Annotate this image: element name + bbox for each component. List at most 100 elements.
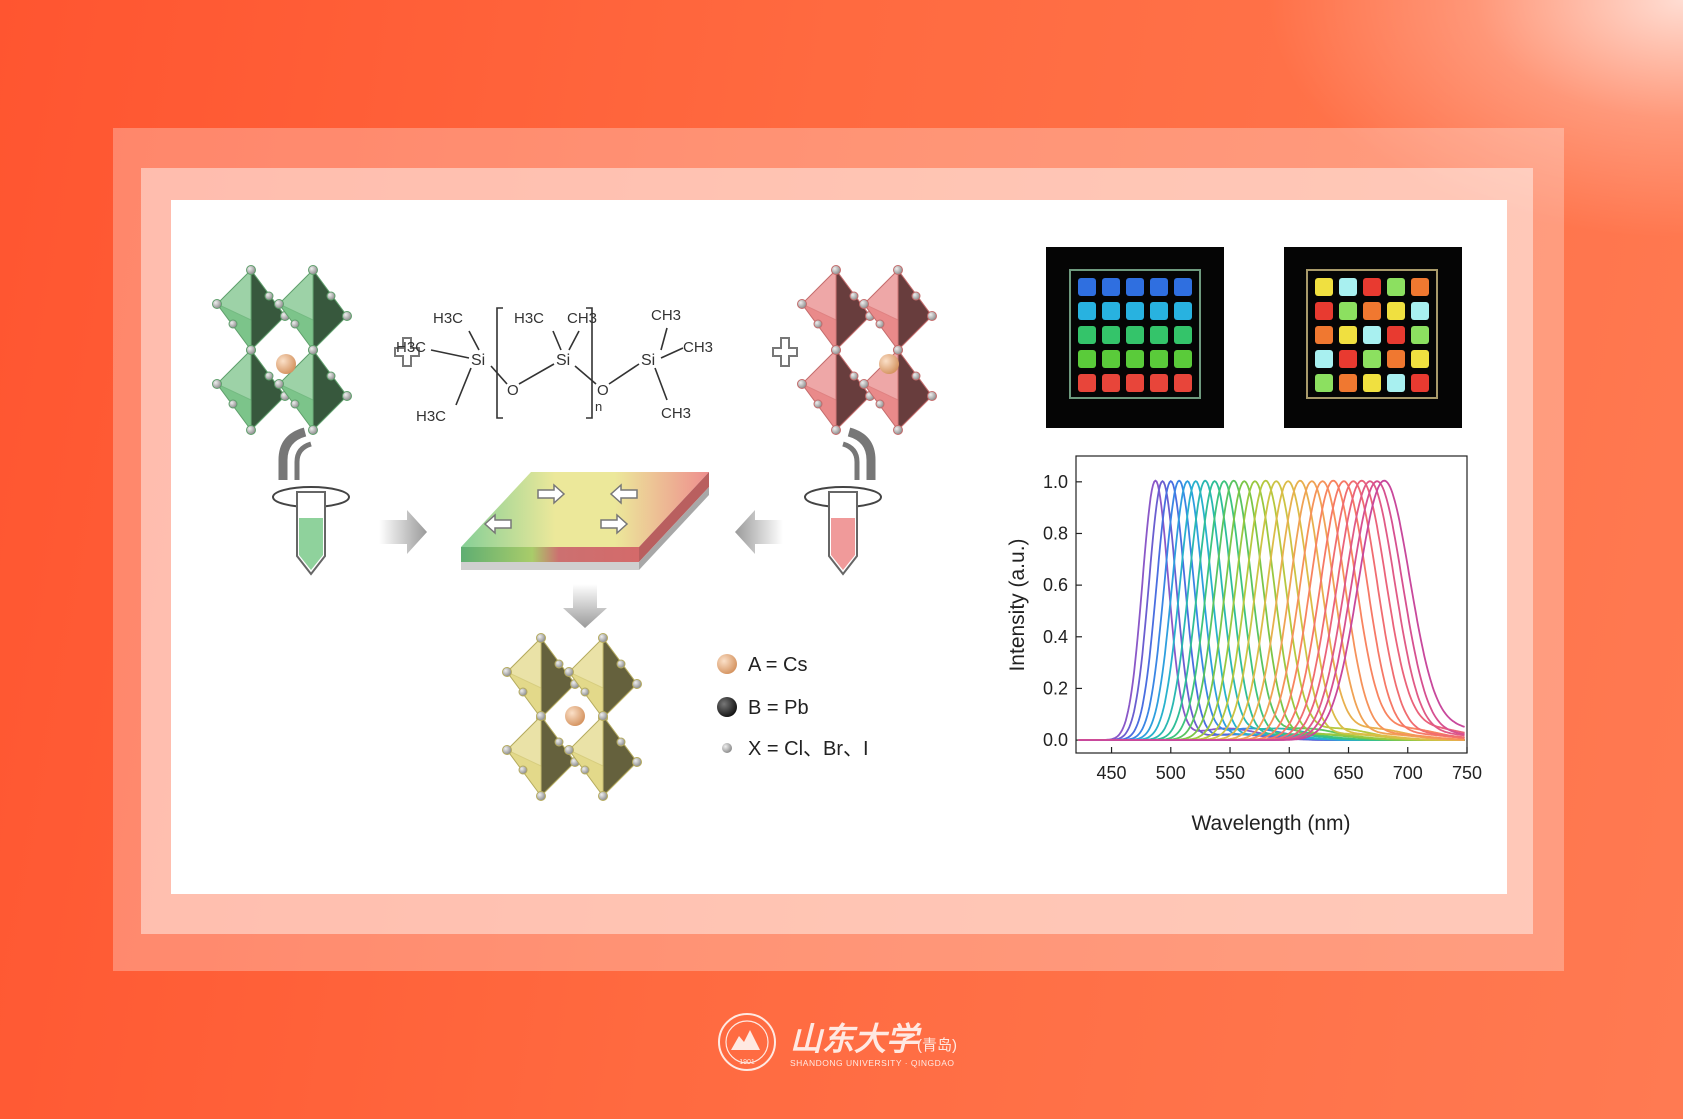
led-cell xyxy=(1339,350,1357,368)
x-tick-label: 750 xyxy=(1452,763,1482,783)
svg-text:H3C: H3C xyxy=(514,310,544,327)
yellow-perovskite-structure xyxy=(502,633,642,801)
led-cell xyxy=(1126,374,1144,392)
led-cell xyxy=(1150,350,1168,368)
led-cell xyxy=(1126,302,1144,320)
led-cell xyxy=(1102,326,1120,344)
led-cell xyxy=(1411,278,1429,296)
x-tick-label: 650 xyxy=(1333,763,1363,783)
slab-arrow-icon xyxy=(537,483,566,505)
led-cell xyxy=(1315,374,1333,392)
led-cell xyxy=(1315,350,1333,368)
seal-year: 1901 xyxy=(739,1059,755,1066)
svg-text:Si: Si xyxy=(471,352,485,369)
plus-icon-right xyxy=(772,337,798,367)
x-tick-label: 700 xyxy=(1393,763,1423,783)
y-tick-label: 0.4 xyxy=(1043,627,1068,647)
led-cell xyxy=(1078,278,1096,296)
led-cell xyxy=(1174,326,1192,344)
y-tick-label: 0.6 xyxy=(1043,575,1068,595)
cation-a-yellow xyxy=(565,706,585,726)
y-tick-label: 0.2 xyxy=(1043,678,1068,698)
x-axis-label: Wavelength (nm) xyxy=(1191,812,1350,835)
svg-text:CH3: CH3 xyxy=(683,339,713,356)
led-cell xyxy=(1339,374,1357,392)
photo-uv-array xyxy=(1046,247,1224,428)
green-solution-tube xyxy=(272,427,350,576)
campus-name-cn: (青岛) xyxy=(917,1037,957,1054)
led-cell xyxy=(1411,302,1429,320)
svg-text:CH3: CH3 xyxy=(651,307,681,324)
university-name-en: SHANDONG UNIVERSITY · QINGDAO xyxy=(790,1058,955,1068)
led-cell xyxy=(1174,350,1192,368)
led-cell xyxy=(1078,302,1096,320)
led-cell xyxy=(1411,326,1429,344)
figure-panel: H3C H3C H3C Si O H3C CH3 Si O n CH3 CH3 … xyxy=(171,200,1507,894)
led-cell xyxy=(1126,326,1144,344)
university-seal-icon: 1901 xyxy=(718,1013,776,1071)
led-cell xyxy=(1150,302,1168,320)
led-cell xyxy=(1126,278,1144,296)
led-cell xyxy=(1387,374,1405,392)
svg-text:CH3: CH3 xyxy=(567,310,597,327)
pl-spectrum-chart: 0.0 0.2 0.4 0.6 0.8 1.0 450 500 550 600 650 700 750… xyxy=(1006,455,1482,835)
svg-text:H3C: H3C xyxy=(433,310,463,327)
slab-arrow-icon xyxy=(600,513,629,535)
figure-canvas: H3C H3C H3C Si O H3C CH3 Si O n CH3 CH3 … xyxy=(212,247,1482,835)
x-site-icon xyxy=(722,743,732,753)
svg-text:H3C: H3C xyxy=(416,408,446,425)
left-arrow-icon xyxy=(735,510,783,554)
led-cell xyxy=(1339,278,1357,296)
b-site-icon xyxy=(717,697,737,717)
led-cell xyxy=(1363,326,1381,344)
led-cell xyxy=(1387,278,1405,296)
x-tick-label: 450 xyxy=(1097,763,1127,783)
y-tick-label: 0.8 xyxy=(1043,523,1068,543)
svg-text:O: O xyxy=(507,382,519,399)
legend-b: B = Pb xyxy=(748,697,809,719)
led-cell xyxy=(1174,302,1192,320)
led-cell xyxy=(1150,374,1168,392)
led-cell xyxy=(1387,326,1405,344)
legend-a: A = Cs xyxy=(748,654,807,676)
atom-legend: A = Cs B = Pb X = Cl、Br、I xyxy=(717,654,869,760)
led-cell xyxy=(1174,374,1192,392)
legend-x: X = Cl、Br、I xyxy=(748,738,869,760)
led-cell xyxy=(1315,302,1333,320)
photo-color-array xyxy=(1284,247,1462,428)
led-cell xyxy=(1387,302,1405,320)
y-axis-label: Intensity (a.u.) xyxy=(1006,538,1029,671)
svg-text:n: n xyxy=(595,399,602,414)
led-cell xyxy=(1078,326,1096,344)
plus-icon-left xyxy=(394,337,420,367)
y-tick-label: 0.0 xyxy=(1043,730,1068,750)
led-cell xyxy=(1078,350,1096,368)
green-perovskite-structure xyxy=(212,265,352,435)
pdms-chemical-structure: H3C H3C H3C Si O H3C CH3 Si O n CH3 CH3 … xyxy=(396,307,713,425)
svg-text:O: O xyxy=(597,382,609,399)
svg-text:CH3: CH3 xyxy=(661,405,691,422)
led-cell xyxy=(1078,374,1096,392)
led-cell xyxy=(1411,374,1429,392)
led-cell xyxy=(1363,350,1381,368)
cation-a-green xyxy=(276,354,296,374)
footer: 1901 山东大学 (青岛) SHANDONG UNIVERSITY · QIN… xyxy=(0,1000,1683,1090)
led-cell xyxy=(1315,278,1333,296)
led-cell xyxy=(1150,326,1168,344)
led-cell xyxy=(1339,302,1357,320)
svg-text:H3C: H3C xyxy=(396,339,426,356)
cation-a-red xyxy=(879,354,899,374)
university-name-cn: 山东大学 xyxy=(790,1021,922,1057)
y-tick-label: 1.0 xyxy=(1043,472,1068,492)
slab-arrow-icon xyxy=(609,483,638,505)
led-cell xyxy=(1102,302,1120,320)
x-tick-label: 500 xyxy=(1156,763,1186,783)
down-arrow-icon xyxy=(563,584,607,628)
spectrum-series-25 xyxy=(1078,479,1465,741)
led-cell xyxy=(1102,278,1120,296)
led-cell xyxy=(1126,350,1144,368)
led-cell xyxy=(1363,374,1381,392)
x-tick-label: 550 xyxy=(1215,763,1245,783)
a-site-icon xyxy=(717,654,737,674)
red-solution-tube xyxy=(804,427,882,576)
